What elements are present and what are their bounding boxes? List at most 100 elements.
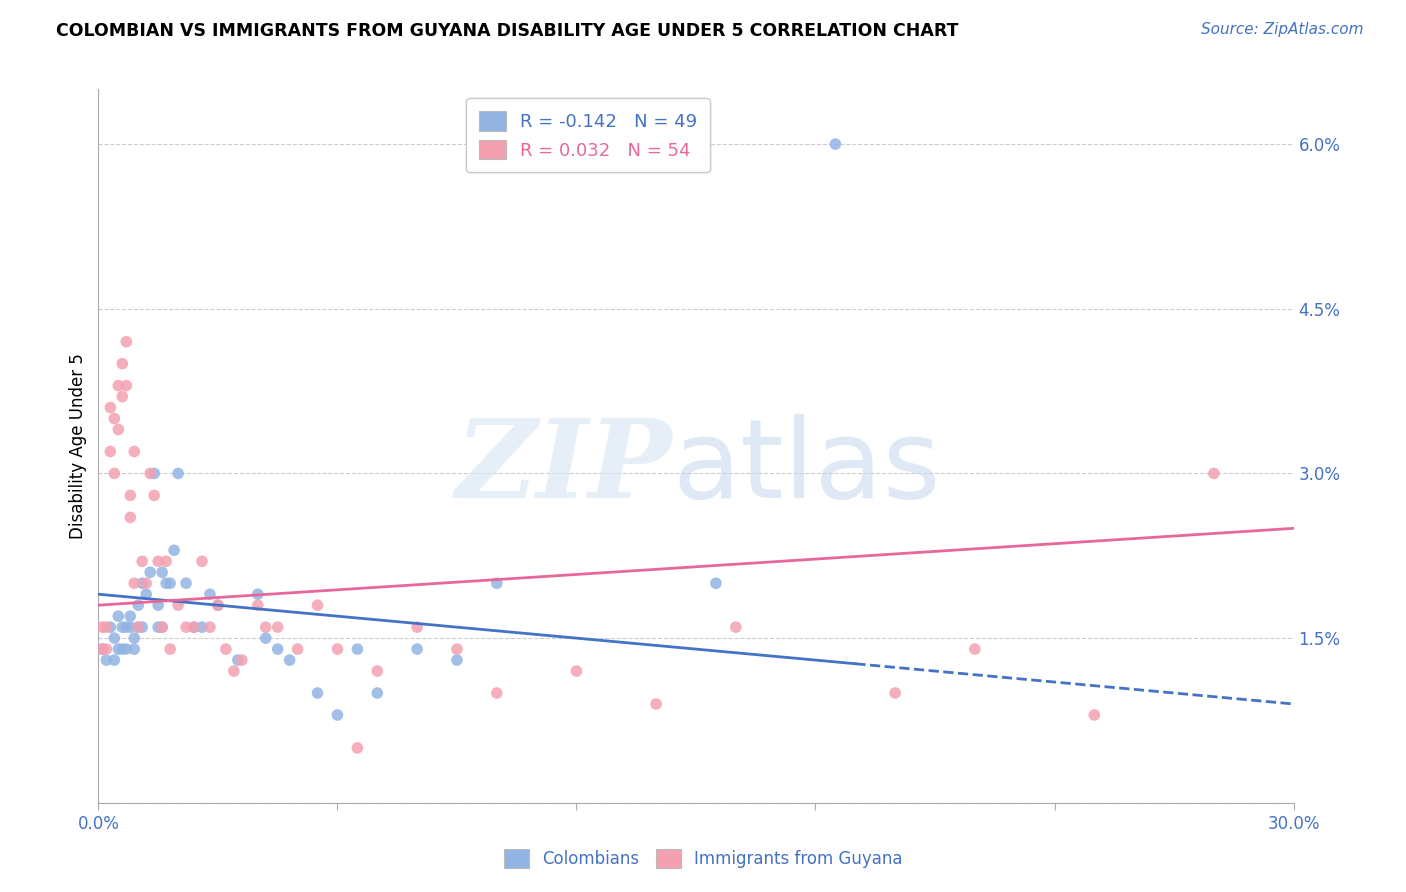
- Point: [115, 334, 138, 349]
- Point: [91, 620, 114, 634]
- Point: [124, 642, 146, 657]
- Point: [155, 576, 177, 591]
- Point: [704, 576, 727, 591]
- Point: [485, 576, 508, 591]
- Point: [191, 554, 214, 568]
- Point: [231, 653, 253, 667]
- Point: [346, 642, 368, 657]
- Text: Source: ZipAtlas.com: Source: ZipAtlas.com: [1201, 22, 1364, 37]
- Point: [963, 642, 986, 657]
- Point: [111, 642, 134, 657]
- Point: [131, 554, 153, 568]
- Point: [155, 554, 177, 568]
- Point: [120, 620, 142, 634]
- Text: atlas: atlas: [672, 414, 941, 521]
- Point: [163, 543, 186, 558]
- Point: [485, 686, 508, 700]
- Point: [366, 686, 388, 700]
- Point: [120, 510, 142, 524]
- Point: [135, 587, 157, 601]
- Point: [246, 598, 269, 612]
- Point: [131, 620, 153, 634]
- Point: [107, 378, 129, 392]
- Point: [267, 620, 290, 634]
- Legend: R = -0.142   N = 49, R = 0.032   N = 54: R = -0.142 N = 49, R = 0.032 N = 54: [465, 98, 710, 172]
- Point: [174, 620, 197, 634]
- Point: [446, 653, 468, 667]
- Point: [183, 620, 205, 634]
- Point: [884, 686, 907, 700]
- Point: [207, 598, 229, 612]
- Point: [159, 642, 181, 657]
- Point: [287, 642, 309, 657]
- Point: [198, 587, 221, 601]
- Point: [103, 631, 125, 645]
- Point: [96, 653, 118, 667]
- Point: [267, 642, 290, 657]
- Point: [143, 488, 166, 502]
- Point: [222, 664, 245, 678]
- Point: [111, 620, 134, 634]
- Text: COLOMBIAN VS IMMIGRANTS FROM GUYANA DISABILITY AGE UNDER 5 CORRELATION CHART: COLOMBIAN VS IMMIGRANTS FROM GUYANA DISA…: [56, 22, 959, 40]
- Point: [278, 653, 301, 667]
- Point: [148, 620, 170, 634]
- Point: [326, 708, 349, 723]
- Point: [207, 598, 229, 612]
- Point: [115, 620, 138, 634]
- Point: [150, 620, 173, 634]
- Point: [724, 620, 747, 634]
- Point: [150, 620, 173, 634]
- Point: [100, 444, 122, 458]
- Point: [446, 642, 468, 657]
- Point: [824, 137, 846, 152]
- Point: [326, 642, 349, 657]
- Point: [226, 653, 249, 667]
- Point: [115, 642, 138, 657]
- Point: [150, 566, 173, 580]
- Point: [246, 587, 269, 601]
- Point: [406, 642, 429, 657]
- Point: [565, 664, 588, 678]
- Point: [115, 378, 138, 392]
- Point: [645, 697, 668, 711]
- Point: [103, 411, 125, 425]
- Point: [131, 576, 153, 591]
- Point: [1083, 708, 1105, 723]
- Point: [183, 620, 205, 634]
- Point: [96, 642, 118, 657]
- Point: [148, 554, 170, 568]
- Legend: Colombians, Immigrants from Guyana: Colombians, Immigrants from Guyana: [496, 843, 910, 875]
- Point: [135, 576, 157, 591]
- Point: [124, 576, 146, 591]
- Point: [346, 740, 368, 755]
- Point: [91, 642, 114, 657]
- Point: [139, 566, 162, 580]
- Point: [107, 609, 129, 624]
- Point: [124, 631, 146, 645]
- Point: [103, 653, 125, 667]
- Y-axis label: Disability Age Under 5: Disability Age Under 5: [69, 353, 87, 539]
- Point: [159, 576, 181, 591]
- Point: [167, 467, 190, 481]
- Point: [215, 642, 238, 657]
- Point: [406, 620, 429, 634]
- Point: [307, 598, 329, 612]
- Point: [174, 576, 197, 591]
- Point: [120, 609, 142, 624]
- Point: [254, 620, 277, 634]
- Point: [198, 620, 221, 634]
- Point: [366, 664, 388, 678]
- Text: ZIP: ZIP: [456, 414, 672, 521]
- Point: [143, 467, 166, 481]
- Point: [100, 620, 122, 634]
- Point: [191, 620, 214, 634]
- Point: [124, 444, 146, 458]
- Point: [307, 686, 329, 700]
- Point: [111, 357, 134, 371]
- Point: [127, 620, 149, 634]
- Point: [139, 467, 162, 481]
- Point: [1202, 467, 1225, 481]
- Point: [111, 390, 134, 404]
- Point: [103, 467, 125, 481]
- Point: [100, 401, 122, 415]
